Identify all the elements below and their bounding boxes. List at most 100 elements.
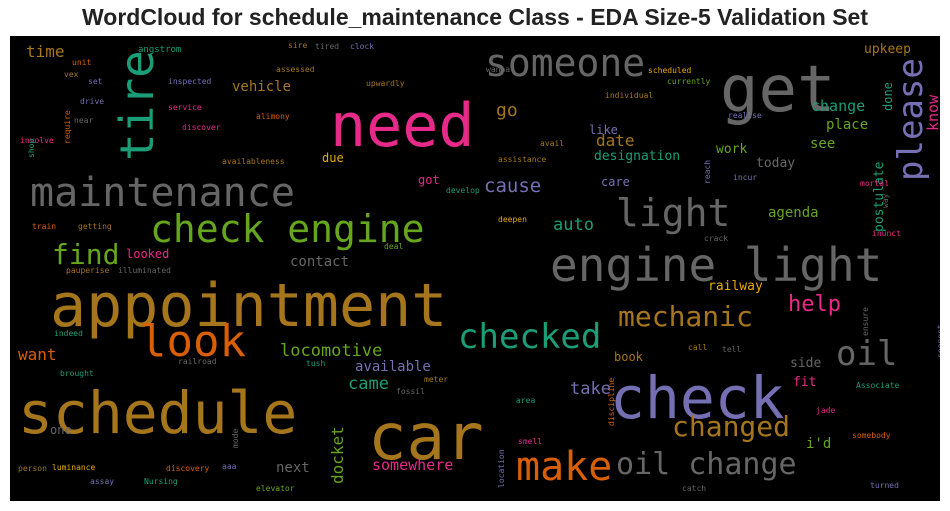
wordcloud-word: tired xyxy=(315,42,339,51)
wordcloud-word: turned xyxy=(870,481,899,490)
wordcloud-word: clock xyxy=(350,42,374,51)
wordcloud-canvas: appointment schedule car need get check engine… xyxy=(10,36,940,501)
wordcloud-word: engine light xyxy=(550,238,882,292)
wordcloud-word: catch xyxy=(682,484,706,493)
wordcloud-word: pauperise xyxy=(66,266,110,275)
wordcloud-word: set xyxy=(88,77,103,86)
wordcloud-word: car xyxy=(368,401,484,475)
wordcloud-word: person xyxy=(18,464,47,473)
wordcloud-word: getting xyxy=(78,222,112,231)
wordcloud-word: Nursing xyxy=(144,477,178,486)
wordcloud-word: assessed xyxy=(276,65,315,74)
wordcloud-word: brought xyxy=(60,369,94,378)
wordcloud-word: please xyxy=(891,58,931,181)
wordcloud-word: want xyxy=(18,345,57,364)
wordcloud-word: somebody xyxy=(852,431,891,440)
wordcloud-word: near xyxy=(74,116,93,125)
wordcloud-word: somewhere xyxy=(372,456,453,474)
wordcloud-word: railway xyxy=(708,279,763,294)
wordcloud-word: alimony xyxy=(256,112,290,121)
wordcloud-word: book xyxy=(614,350,644,364)
wordcloud-word: cause xyxy=(484,175,541,197)
wordcloud-word: soonest xyxy=(936,324,940,358)
wordcloud-word: see xyxy=(810,136,835,152)
wordcloud-word: unit xyxy=(72,58,91,67)
wordcloud-word: discovery xyxy=(166,464,210,473)
wordcloud-word: postulate xyxy=(872,161,887,232)
wordcloud-word: mechanic xyxy=(618,300,753,333)
wordcloud-word: angstrom xyxy=(138,45,181,55)
wordcloud-word: jade xyxy=(816,406,835,415)
wordcloud-svg: appointment schedule car need get check engine… xyxy=(18,41,940,493)
wordcloud-word: next xyxy=(276,460,310,476)
wordcloud-word: maintenance xyxy=(30,170,295,216)
wordcloud-word: place xyxy=(826,117,868,133)
wordcloud-word: upwardly xyxy=(366,79,405,88)
wordcloud-word: location xyxy=(497,449,506,488)
wordcloud-word: changed xyxy=(672,410,790,443)
wordcloud-word: shop xyxy=(27,139,36,158)
wordcloud-word: docket xyxy=(328,426,347,484)
wordcloud-word: ensure xyxy=(861,307,870,336)
wordcloud-word: go xyxy=(496,100,518,121)
wordcloud-word: work xyxy=(716,142,747,157)
wordcloud-word: know xyxy=(924,94,940,131)
wordcloud-word: oil xyxy=(836,334,897,374)
wordcloud-word: availableness xyxy=(222,157,285,166)
wordcloud-word: smell xyxy=(518,437,542,446)
wordcloud-word: deepen xyxy=(498,215,527,224)
wordcloud-word: today xyxy=(756,156,795,171)
wordcloud-word: check xyxy=(610,364,785,432)
wordcloud-word: need xyxy=(330,91,475,161)
wordcloud-word: due xyxy=(322,151,344,165)
wordcloud-word: inspected xyxy=(168,77,212,86)
wordcloud-word: check engine xyxy=(150,207,425,251)
wordcloud-word: help xyxy=(788,292,841,317)
wordcloud-word: reach xyxy=(703,160,712,184)
wordcloud-word: upkeep xyxy=(864,42,911,57)
wordcloud-word: scheduled xyxy=(648,66,692,75)
wordcloud-word: assay xyxy=(90,477,114,486)
wordcloud-word: available xyxy=(355,359,431,375)
wordcloud-word: area xyxy=(516,396,535,405)
wordcloud-word: tush xyxy=(306,359,325,368)
chart-title: WordCloud for schedule_maintenance Class… xyxy=(81,4,868,30)
wordcloud-word: appointment xyxy=(50,271,447,341)
wordcloud-word: came xyxy=(348,374,389,394)
wordcloud-word: date xyxy=(596,131,635,150)
wordcloud-word: done xyxy=(881,82,895,111)
wordcloud-word: inunct xyxy=(872,229,901,238)
wordcloud-word: tell xyxy=(722,345,741,354)
wordcloud-word: sire xyxy=(288,41,307,50)
wordcloud-word: side xyxy=(790,356,821,371)
wordcloud-word: aaa xyxy=(222,462,237,471)
wordcloud-word: discipline xyxy=(607,378,616,426)
wordcloud-word: like xyxy=(589,123,618,137)
wordcloud-word: contact xyxy=(290,254,349,270)
wordcloud-word: i'd xyxy=(806,436,831,452)
wordcloud-word: agenda xyxy=(768,205,819,221)
wordcloud-word: locomotive xyxy=(280,341,382,361)
wordcloud-word: time xyxy=(26,42,65,61)
wordcloud-word: deal xyxy=(384,242,403,251)
wordcloud-word: discover xyxy=(182,123,221,132)
wordcloud-word: require xyxy=(63,110,72,144)
wordcloud-word: vehicle xyxy=(232,79,291,95)
wordcloud-word: someone xyxy=(485,41,645,85)
wordcloud-word: involve xyxy=(20,136,54,145)
wordcloud-word: fossil xyxy=(396,387,425,396)
wordcloud-word: service xyxy=(168,103,202,112)
wordcloud-word: mortal xyxy=(860,179,889,188)
wordcloud-word: got xyxy=(418,173,440,187)
wordcloud-word: crack xyxy=(704,234,728,243)
wordcloud-word: indeed xyxy=(54,329,83,338)
wordcloud-word: wanna xyxy=(486,65,510,74)
wordcloud-word: change xyxy=(811,97,865,115)
wordcloud-word: assistance xyxy=(498,155,546,164)
wordcloud-word: call xyxy=(688,343,707,352)
wordcloud-word: elevator xyxy=(256,484,295,493)
wordcloud-word: avail xyxy=(540,139,564,148)
wordcloud-word: schedule xyxy=(18,379,297,447)
wordcloud-word: looked xyxy=(126,247,169,261)
wordcloud-word: individual xyxy=(605,91,653,100)
